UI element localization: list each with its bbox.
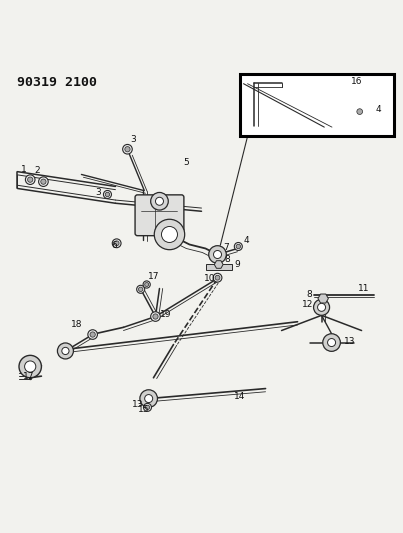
Circle shape xyxy=(90,332,95,337)
Circle shape xyxy=(213,273,222,282)
Circle shape xyxy=(215,275,220,280)
Text: 4: 4 xyxy=(375,104,381,114)
Circle shape xyxy=(209,246,226,263)
Circle shape xyxy=(151,192,168,210)
Bar xyxy=(206,264,231,270)
Text: 7: 7 xyxy=(224,244,229,253)
Circle shape xyxy=(236,244,241,249)
Circle shape xyxy=(112,239,121,248)
Circle shape xyxy=(145,394,153,402)
Text: 17: 17 xyxy=(23,372,35,381)
Circle shape xyxy=(114,241,119,246)
Circle shape xyxy=(162,227,177,243)
Circle shape xyxy=(39,177,48,187)
Circle shape xyxy=(25,361,36,372)
Text: 9: 9 xyxy=(234,260,240,269)
FancyBboxPatch shape xyxy=(135,195,184,236)
Circle shape xyxy=(105,192,110,197)
Circle shape xyxy=(27,177,33,182)
Circle shape xyxy=(140,390,158,407)
Circle shape xyxy=(41,179,46,184)
Text: 17: 17 xyxy=(147,272,159,281)
Circle shape xyxy=(234,243,242,251)
Circle shape xyxy=(328,338,336,346)
Circle shape xyxy=(153,314,158,319)
Text: 90319 2100: 90319 2100 xyxy=(17,76,98,90)
Text: 19: 19 xyxy=(160,310,171,319)
Text: 11: 11 xyxy=(358,284,370,293)
Circle shape xyxy=(104,190,112,198)
Circle shape xyxy=(214,251,222,259)
Circle shape xyxy=(57,343,73,359)
Text: 15: 15 xyxy=(137,405,149,414)
Text: 3: 3 xyxy=(130,135,136,143)
Text: 14: 14 xyxy=(233,392,245,401)
Text: 13: 13 xyxy=(344,337,355,346)
Text: 3: 3 xyxy=(95,188,101,197)
Circle shape xyxy=(137,285,145,293)
Circle shape xyxy=(151,312,160,321)
Text: 2: 2 xyxy=(35,166,40,175)
Circle shape xyxy=(145,282,149,287)
Circle shape xyxy=(88,330,98,340)
Text: 10: 10 xyxy=(204,273,215,282)
Text: 5: 5 xyxy=(183,158,189,167)
Text: 16: 16 xyxy=(351,77,362,86)
Circle shape xyxy=(19,356,42,378)
Circle shape xyxy=(125,147,130,152)
Text: 12: 12 xyxy=(302,300,314,309)
Text: 8: 8 xyxy=(306,290,312,300)
Text: 8: 8 xyxy=(224,255,230,264)
Circle shape xyxy=(156,197,164,205)
Circle shape xyxy=(123,144,132,154)
Text: 4: 4 xyxy=(243,236,249,245)
Text: 6: 6 xyxy=(112,241,117,251)
Circle shape xyxy=(154,219,185,249)
Bar xyxy=(239,75,394,136)
Circle shape xyxy=(62,348,69,354)
Circle shape xyxy=(318,303,326,311)
Text: 13: 13 xyxy=(132,400,143,409)
Circle shape xyxy=(323,334,341,351)
Circle shape xyxy=(139,287,143,292)
Circle shape xyxy=(143,403,152,411)
Circle shape xyxy=(357,109,363,115)
Text: 18: 18 xyxy=(71,320,83,328)
Circle shape xyxy=(355,107,365,117)
Text: 1: 1 xyxy=(21,165,26,174)
Circle shape xyxy=(314,300,330,316)
Circle shape xyxy=(143,281,150,288)
Circle shape xyxy=(145,405,150,409)
Circle shape xyxy=(25,175,35,184)
